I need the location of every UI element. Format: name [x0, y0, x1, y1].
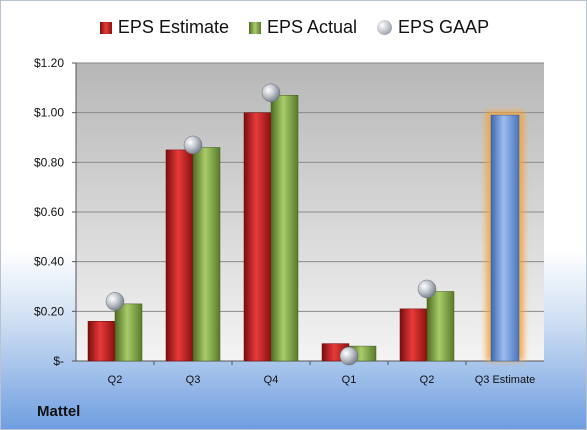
y-tick-label: $0.80 [34, 155, 64, 169]
y-tick-label: $0.40 [34, 255, 64, 269]
y-tick-label: $1.00 [34, 106, 64, 120]
y-tick-label: $0.20 [34, 304, 64, 318]
point-eps-gaap [261, 83, 281, 103]
legend-swatch-actual [248, 21, 261, 34]
bar-eps-estimate [87, 321, 116, 362]
bar-eps-actual [270, 95, 299, 362]
legend-swatch-estimate [99, 21, 112, 34]
chart-legend: EPS Estimate EPS Actual EPS GAAP [1, 17, 586, 38]
x-tick-label: Q2 [108, 374, 123, 386]
y-tick-label: $0.60 [34, 205, 64, 219]
legend-swatch-gaap [377, 20, 393, 35]
point-eps-gaap [105, 292, 125, 311]
bar-eps-estimate [243, 112, 272, 362]
bar-eps-forecast [490, 114, 520, 362]
company-name: Mattel [37, 403, 81, 420]
bar-eps-actual [426, 291, 455, 362]
legend-label-actual: EPS Actual [266, 17, 358, 37]
bar-eps-estimate [165, 149, 194, 362]
bar-eps-estimate [399, 308, 428, 362]
point-eps-gaap [339, 346, 359, 366]
x-tick-label: Q3 Estimate [475, 374, 536, 386]
x-tick-label: Q3 [186, 374, 201, 386]
legend-item-gaap: EPS GAAP [377, 17, 489, 38]
x-tick-label: Q4 [264, 374, 279, 386]
legend-label-gaap: EPS GAAP [398, 17, 490, 37]
legend-item-estimate: EPS Estimate [99, 17, 229, 38]
y-tick-label: $- [53, 354, 64, 368]
bar-eps-actual [114, 303, 143, 362]
x-tick-label: Q2 [420, 374, 435, 386]
x-tick-label: Q1 [342, 374, 357, 386]
legend-label-estimate: EPS Estimate [117, 17, 229, 37]
bar-eps-actual [192, 147, 221, 362]
point-eps-gaap [417, 279, 437, 299]
y-tick-label: $1.20 [34, 56, 64, 70]
legend-item-actual: EPS Actual [248, 17, 358, 38]
point-eps-gaap [183, 135, 203, 155]
